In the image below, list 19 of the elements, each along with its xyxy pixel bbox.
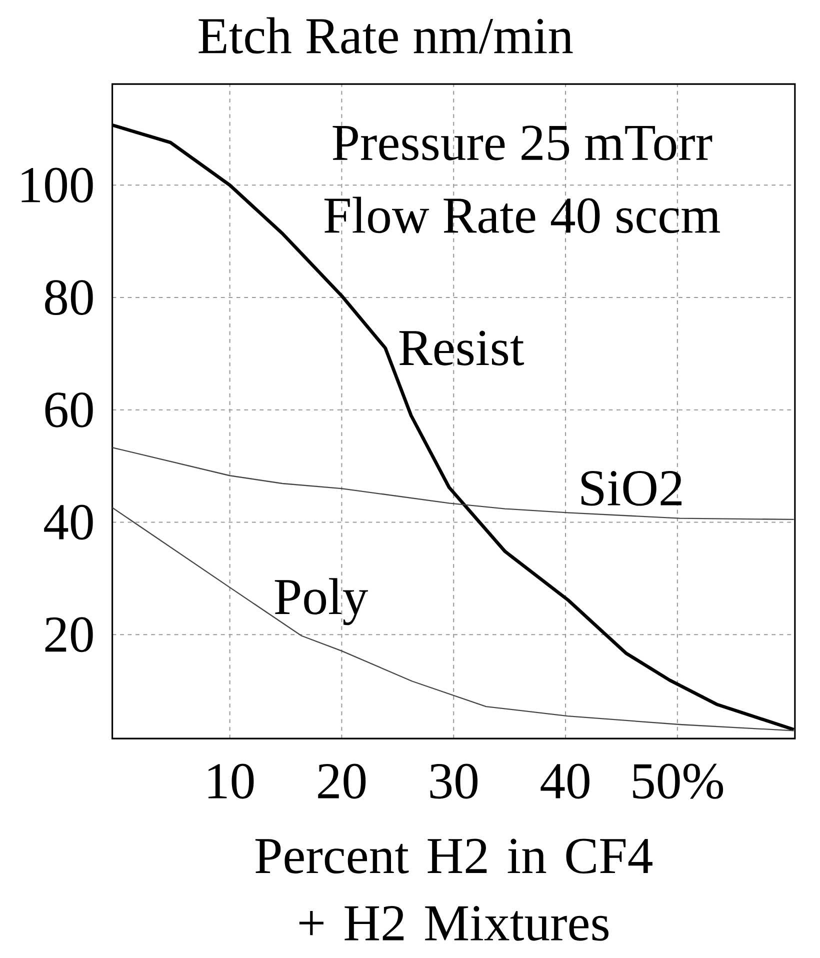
y-tick-label: 20 [45,617,93,652]
series-label: SiO2 [582,471,682,506]
x-tick-label: 50% [633,764,724,799]
y-tick-label: 80 [45,280,93,315]
x-tick-label: 10 [208,764,254,799]
y-tick-label: 60 [45,392,93,428]
x-tick-label: 40 [540,764,590,799]
x-tick-label: 20 [318,764,366,799]
y-tick-label: 40 [44,504,93,540]
x-axis-title: Percent H2 in CF4 + H2 Mixtures [255,838,652,941]
x-tick-label: 30 [430,764,478,799]
annotation: Flow Rate 40 sccm [324,196,720,234]
annotation: Pressure 25 mTorr [332,126,712,160]
line-series [112,507,794,732]
series-label: Resist [399,330,524,366]
series-label: Poly [274,578,368,626]
y-tick-label: 100 [22,168,93,203]
chart-title: Etch Rate nm/min [198,17,573,54]
line-series [112,446,794,520]
